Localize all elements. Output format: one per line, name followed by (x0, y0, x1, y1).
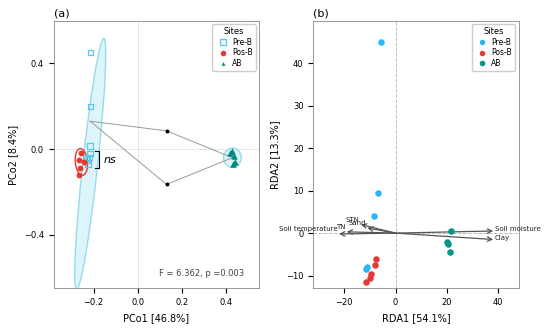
Point (84, 162, 92, 167)
Point (377, 39, 386, 44)
Point (82, 157, 91, 163)
Text: (b): (b) (314, 8, 329, 18)
Point (361, 266, 370, 272)
Point (363, 264, 372, 270)
Point (86, 50, 95, 55)
Point (79, 159, 88, 165)
Point (361, 279, 370, 285)
Point (227, 149, 236, 154)
Point (447, 228, 455, 234)
Point (85, 155, 94, 160)
X-axis label: RDA1 [54.1%]: RDA1 [54.1%] (382, 313, 450, 323)
Point (76, 166, 85, 171)
Point (229, 153, 238, 158)
Point (86, 104, 95, 109)
Text: STN: STN (345, 217, 360, 223)
Legend: Pre-B, Pos-B, AB: Pre-B, Pos-B, AB (212, 24, 256, 71)
Text: (a): (a) (54, 8, 69, 18)
Point (75, 157, 84, 163)
Text: Soil temperature: Soil temperature (279, 226, 338, 232)
Y-axis label: PCo2 [8.4%]: PCo2 [8.4%] (8, 124, 18, 184)
Point (75, 172, 84, 177)
Point (86, 151, 95, 156)
Point (373, 190, 382, 195)
X-axis label: PCo1 [46.8%]: PCo1 [46.8%] (124, 313, 190, 323)
Point (365, 275, 374, 280)
Point (367, 271, 376, 276)
Text: Soil moisture: Soil moisture (494, 226, 540, 232)
Point (444, 241, 453, 246)
Point (443, 239, 452, 244)
Point (371, 262, 380, 268)
Ellipse shape (223, 148, 241, 167)
Point (77, 151, 86, 156)
Text: Sand: Sand (349, 220, 366, 226)
Y-axis label: RDA2 [13.3%]: RDA2 [13.3%] (271, 120, 281, 189)
Point (369, 213, 378, 219)
Point (81, 155, 90, 160)
Text: F = 6.362, p =0.003: F = 6.362, p =0.003 (159, 269, 244, 278)
Ellipse shape (75, 38, 106, 290)
Text: Clay: Clay (494, 235, 510, 241)
Point (228, 162, 237, 167)
Text: ns: ns (103, 155, 116, 165)
Point (225, 151, 234, 156)
Point (162, 182, 171, 187)
Legend: Pre-B, Pos-B, AB: Pre-B, Pos-B, AB (471, 24, 515, 71)
Point (230, 159, 239, 165)
Text: TN: TN (336, 224, 345, 230)
Point (445, 250, 454, 255)
Point (86, 143, 95, 149)
Point (162, 128, 171, 133)
Point (372, 256, 381, 261)
